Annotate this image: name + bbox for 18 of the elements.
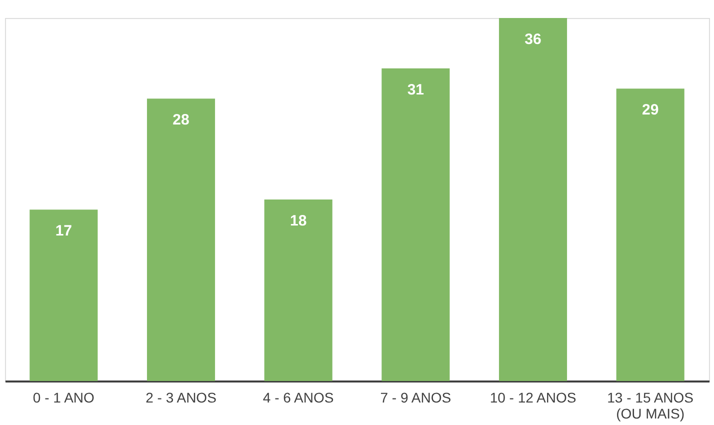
x-tick-label: 10 - 12 ANOS <box>490 390 576 406</box>
bar <box>616 88 684 381</box>
data-label: 31 <box>407 81 424 98</box>
data-label: 29 <box>642 102 659 119</box>
data-label: 17 <box>55 222 72 240</box>
x-tick-label: 0 - 1 ANO <box>32 390 95 406</box>
bar <box>382 68 450 381</box>
x-tick-label: 2 - 3 ANOS <box>146 390 216 406</box>
x-tick-label: 4 - 6 ANOS <box>262 390 334 406</box>
bar <box>498 18 568 381</box>
x-tick-label: 13 - 15 ANOS (OU MAIS) <box>607 390 694 422</box>
bar <box>146 98 216 381</box>
bar <box>264 200 332 381</box>
data-label: 18 <box>290 212 307 230</box>
x-tick-label: 7 - 9 ANOS <box>380 390 452 406</box>
data-label: 36 <box>524 31 542 48</box>
data-label: 28 <box>172 112 190 129</box>
bar <box>30 210 98 381</box>
